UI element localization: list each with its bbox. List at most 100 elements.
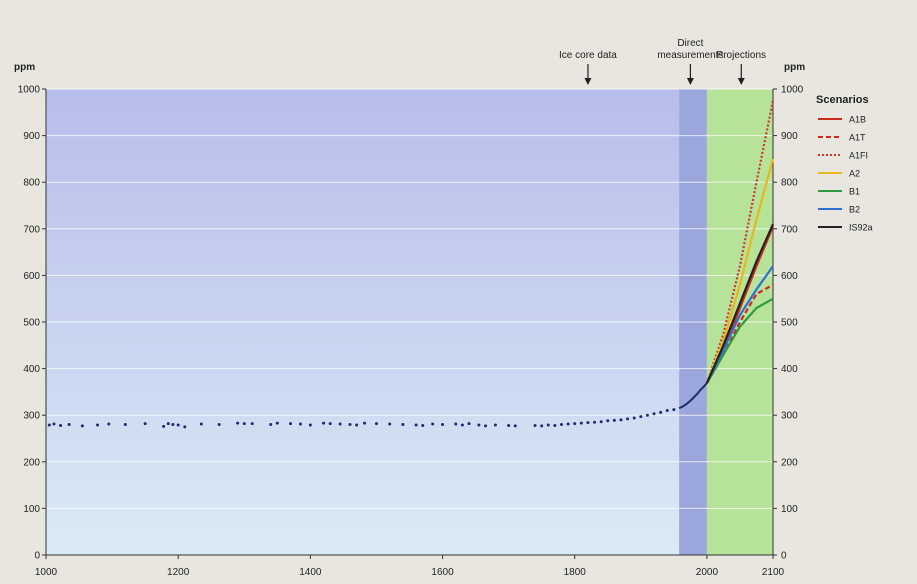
x-tick-label-1800: 1800 bbox=[564, 567, 587, 578]
ice-core-point bbox=[573, 422, 577, 426]
ice-core-point bbox=[166, 422, 170, 426]
ice-core-point bbox=[599, 420, 603, 424]
ice-core-point bbox=[467, 422, 471, 426]
left-axis-unit: ppm bbox=[14, 62, 35, 73]
y-tick-label-right-600: 600 bbox=[781, 271, 798, 282]
y-tick-label-right-900: 900 bbox=[781, 131, 798, 142]
y-tick-label-right-500: 500 bbox=[781, 318, 798, 329]
ice-core-point bbox=[308, 423, 312, 427]
ice-core-point bbox=[47, 423, 51, 427]
ice-core-point bbox=[593, 420, 597, 424]
ice-core-point bbox=[546, 423, 550, 427]
legend-label-a2: A2 bbox=[849, 169, 860, 179]
y-tick-label-right-700: 700 bbox=[781, 224, 798, 235]
ice-core-point bbox=[328, 422, 332, 426]
ice-core-point bbox=[289, 422, 293, 426]
ice-core-point bbox=[619, 418, 623, 422]
ice-core-point bbox=[639, 415, 643, 419]
x-tick-label-1600: 1600 bbox=[431, 567, 454, 578]
region-label-direct-measurements-line-1: Direct bbox=[677, 38, 703, 49]
ice-core-point bbox=[52, 422, 56, 426]
ice-core-point bbox=[199, 422, 203, 426]
ice-core-point bbox=[67, 423, 71, 427]
ice-core-point bbox=[606, 419, 610, 423]
ice-core-point bbox=[441, 423, 445, 427]
ice-core-point bbox=[612, 418, 616, 422]
ice-core-point bbox=[298, 422, 302, 426]
legend-label-a1fi: A1FI bbox=[849, 151, 868, 161]
ice-core-point bbox=[513, 424, 517, 428]
ice-core-point bbox=[659, 410, 663, 414]
ice-core-point bbox=[533, 423, 537, 427]
y-tick-label-left-0: 0 bbox=[34, 551, 40, 562]
region-arrow-head bbox=[584, 78, 592, 85]
legend-label-b1: B1 bbox=[849, 187, 860, 197]
y-tick-label-left-900: 900 bbox=[23, 131, 40, 142]
right-axis-unit: ppm bbox=[784, 62, 805, 73]
series-line-is92a bbox=[705, 223, 775, 384]
y-tick-label-right-200: 200 bbox=[781, 457, 798, 468]
series-line-a1t bbox=[705, 283, 774, 384]
ice-core-point bbox=[107, 422, 111, 426]
ice-core-point bbox=[421, 423, 425, 427]
ice-core-point bbox=[460, 423, 464, 427]
legend-label-a1t: A1T bbox=[849, 133, 866, 143]
series-line-b1 bbox=[705, 297, 774, 384]
ice-core-point bbox=[414, 423, 418, 427]
ice-core-point bbox=[484, 424, 488, 428]
ice-core-point bbox=[269, 423, 273, 427]
legend-label-a1b: A1B bbox=[849, 115, 866, 125]
ice-core-point bbox=[217, 423, 221, 427]
ice-core-point bbox=[431, 422, 435, 426]
x-tick-label-1000: 1000 bbox=[35, 567, 58, 578]
y-tick-label-left-500: 500 bbox=[23, 318, 40, 329]
ice-core-point bbox=[363, 421, 367, 425]
series-line-a2 bbox=[705, 158, 775, 384]
ice-core-point bbox=[493, 423, 497, 427]
y-tick-label-left-300: 300 bbox=[23, 411, 40, 422]
ice-core-point bbox=[579, 421, 583, 425]
ice-core-point bbox=[401, 423, 405, 427]
ice-core-point bbox=[454, 422, 458, 426]
y-tick-label-right-1000: 1000 bbox=[781, 85, 804, 96]
ice-core-point bbox=[626, 417, 630, 421]
y-tick-label-right-0: 0 bbox=[781, 551, 787, 562]
ice-core-point bbox=[275, 421, 279, 425]
ice-core-point bbox=[672, 408, 676, 412]
legend-title: Scenarios bbox=[816, 94, 869, 106]
ice-core-point bbox=[553, 423, 557, 427]
y-tick-label-right-300: 300 bbox=[781, 411, 798, 422]
y-tick-label-right-100: 100 bbox=[781, 504, 798, 515]
ice-core-point bbox=[162, 424, 166, 428]
ice-core-point bbox=[652, 412, 656, 416]
y-tick-label-left-400: 400 bbox=[23, 364, 40, 375]
region-label-projections: Projections bbox=[717, 50, 766, 61]
ice-core-point bbox=[250, 422, 254, 426]
ice-core-point bbox=[477, 423, 481, 427]
ice-core-point bbox=[242, 422, 246, 426]
legend-label-is92a: IS92a bbox=[849, 223, 873, 233]
region-label-direct-measurements-line-2: measurements bbox=[657, 50, 723, 61]
ice-core-point bbox=[632, 416, 636, 420]
ice-core-point bbox=[560, 423, 564, 427]
ice-core-point bbox=[566, 422, 570, 426]
tick-labels: 0 0 100 100 200 200 300 300 400 400 500 500 600 600 70… bbox=[18, 85, 804, 579]
ice-core-point bbox=[540, 424, 544, 428]
ice-core-point bbox=[176, 423, 180, 427]
ice-core-point bbox=[374, 422, 378, 426]
y-tick-label-left-700: 700 bbox=[23, 224, 40, 235]
series-line-a1fi bbox=[705, 100, 775, 384]
y-tick-label-right-400: 400 bbox=[781, 364, 798, 375]
ice-core-point bbox=[338, 422, 342, 426]
region-arrow-head bbox=[686, 78, 694, 85]
gridlines bbox=[46, 88, 773, 509]
region-annotations: Ice core data DirectmeasurementsProjectio… bbox=[559, 38, 766, 85]
x-tick-label-1200: 1200 bbox=[167, 567, 190, 578]
ice-core-point bbox=[388, 422, 392, 426]
ice-core-point bbox=[586, 421, 590, 425]
y-tick-label-left-800: 800 bbox=[23, 178, 40, 189]
ice-core-point bbox=[348, 423, 352, 427]
ice-core-point bbox=[322, 421, 326, 425]
ice-core-point bbox=[236, 421, 240, 425]
y-tick-label-right-800: 800 bbox=[781, 178, 798, 189]
